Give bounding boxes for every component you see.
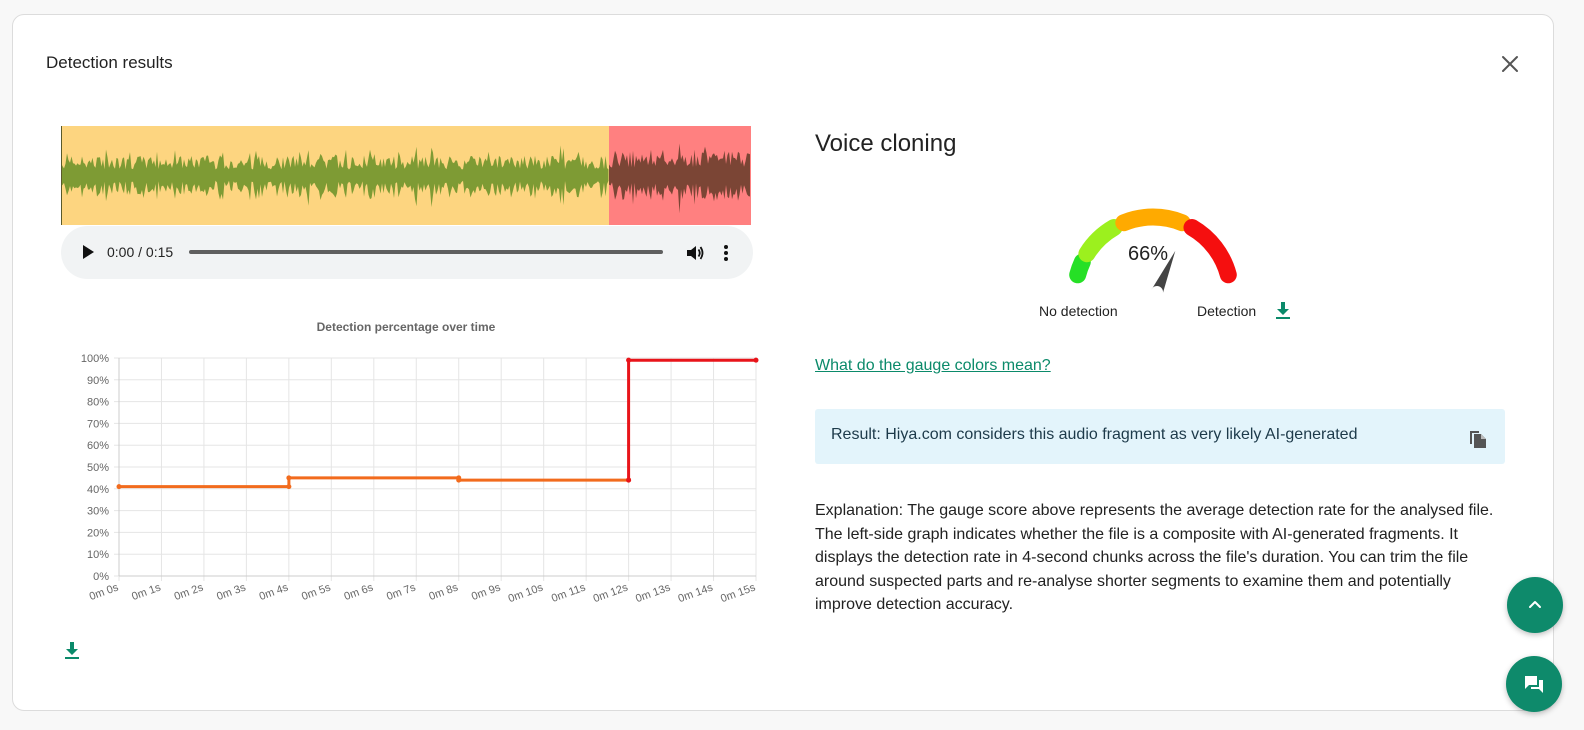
data-point [753, 357, 759, 363]
x-tick-label: 0m 8s [427, 581, 460, 603]
gauge-segment [1078, 219, 1123, 263]
x-tick-label: 0m 5s [300, 581, 333, 603]
volume-icon[interactable] [685, 243, 705, 263]
gauge-label-detection: Detection [1197, 303, 1257, 319]
gauge-segment [1183, 219, 1237, 284]
y-tick-label: 20% [87, 527, 109, 539]
result-text: Result: Hiya.com considers this audio fr… [831, 426, 1358, 443]
data-point [456, 477, 462, 483]
x-tick-label: 0m 15s [719, 581, 757, 605]
x-tick-label: 0m 3s [215, 581, 248, 603]
x-tick-label: 0m 10s [507, 581, 545, 605]
y-tick-label: 70% [87, 418, 109, 430]
y-tick-label: 100% [81, 353, 109, 365]
chat-button[interactable] [1506, 656, 1562, 712]
x-tick-label: 0m 4s [258, 581, 291, 603]
y-tick-label: 10% [87, 549, 109, 561]
y-tick-label: 50% [87, 462, 109, 474]
waveform-signal-detected [609, 143, 750, 214]
chat-icon [1525, 676, 1543, 693]
x-tick-label: 0m 0s [88, 581, 121, 603]
data-point [626, 477, 632, 483]
x-tick-label: 0m 14s [677, 581, 715, 605]
data-point [116, 484, 122, 490]
explanation-line: improve detection accuracy. [815, 596, 1014, 614]
play-icon[interactable] [81, 244, 95, 260]
x-tick-label: 0m 12s [592, 581, 630, 605]
y-tick-label: 0% [93, 571, 109, 583]
explanation-line: The left-side graph indicates whether th… [815, 525, 1458, 543]
x-tick-label: 0m 11s [550, 581, 588, 605]
close-icon[interactable] [1499, 53, 1521, 75]
dialog-title: Detection results [46, 53, 173, 72]
gauge-needle [1151, 250, 1176, 295]
result-banner: Result: Hiya.com considers this audio fr… [815, 409, 1505, 464]
gauge-label-no-detection: No detection [1039, 303, 1118, 319]
x-tick-label: 0m 1s [130, 581, 163, 603]
explanation-line: Explanation: The gauge score above repre… [815, 502, 1494, 519]
chart-title: Detection percentage over time [317, 320, 496, 334]
data-point [286, 475, 292, 481]
gauge-segment [1069, 253, 1091, 284]
more-options-icon[interactable] [721, 243, 731, 263]
explanation-line: around suspected parts and re-analyse sh… [815, 572, 1451, 590]
audio-player: 0:00 / 0:15 [61, 226, 753, 279]
explanation: Explanation: The gauge score above repre… [815, 499, 1515, 617]
gauge-value: 66% [1128, 243, 1168, 265]
y-tick-label: 90% [87, 375, 109, 387]
x-tick-label: 0m 7s [385, 581, 418, 603]
scroll-to-top-button[interactable] [1507, 577, 1563, 633]
chart-download-icon[interactable] [63, 640, 81, 660]
player-time: 0:00 / 0:15 [107, 244, 174, 260]
y-tick-label: 60% [87, 440, 109, 452]
player-progress-bar[interactable] [189, 250, 663, 254]
gauge-colors-link[interactable]: What do the gauge colors mean? [815, 357, 1051, 374]
explanation-line: displays the detection rate in 4-second … [815, 549, 1469, 567]
x-tick-label: 0m 6s [343, 581, 376, 603]
series-line-1 [627, 358, 756, 481]
chevron-up-icon [1529, 601, 1541, 608]
detection-gauge: 66% [1069, 208, 1237, 295]
x-tick-label: 0m 13s [634, 581, 672, 605]
data-point [286, 484, 292, 490]
y-tick-label: 80% [87, 397, 109, 409]
gauge-download-icon[interactable] [1274, 300, 1292, 320]
x-tick-label: 0m 9s [470, 581, 503, 603]
waveform-signal-uncertain [61, 145, 609, 208]
y-tick-label: 30% [87, 506, 109, 518]
detection-chart: Detection percentage over time 100% 90% 80… [81, 320, 759, 605]
copy-icon[interactable] [1467, 427, 1489, 449]
detection-results-dialog: Detection results 0:00 / 0:15 Detection … [12, 14, 1554, 711]
gauge-segment [1115, 208, 1191, 232]
waveform[interactable] [61, 126, 751, 225]
series-line-0 [119, 476, 629, 489]
x-tick-label: 0m 2s [173, 581, 206, 603]
data-point [626, 357, 632, 363]
y-tick-label: 40% [87, 484, 109, 496]
voice-cloning-heading: Voice cloning [815, 130, 957, 157]
